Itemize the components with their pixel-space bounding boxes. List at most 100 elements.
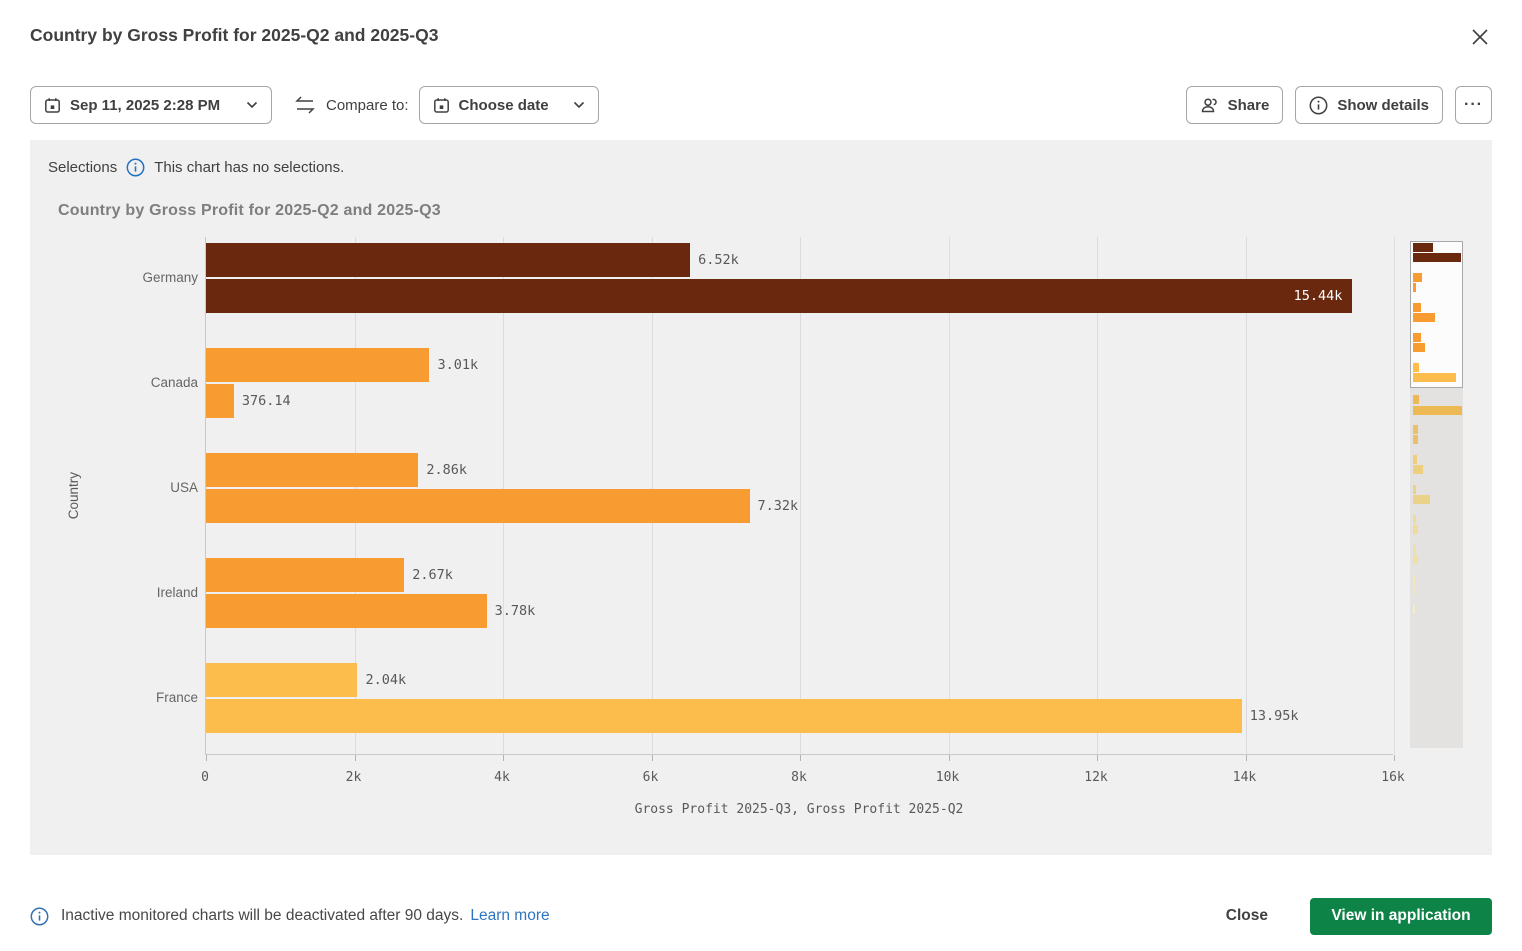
bar-usa-q3[interactable] xyxy=(206,453,419,487)
chart-title: Country by Gross Profit for 2025-Q2 and … xyxy=(58,202,441,219)
selections-message: This chart has no selections. xyxy=(154,158,345,176)
minimap-bar xyxy=(1413,363,1419,372)
x-axis-tick-labels: 0 2k 4k 6k 8k 10k 12k 14k 16k xyxy=(201,770,1405,788)
x-axis-tick xyxy=(800,755,801,761)
x-axis-tick-label: 4k xyxy=(494,770,510,785)
bar-value-label: 15.44k xyxy=(1293,288,1343,304)
dialog-footer: Inactive monitored charts will be deacti… xyxy=(30,897,1492,935)
minimap-bar xyxy=(1413,273,1422,282)
minimap-bar xyxy=(1413,485,1416,494)
more-options-button[interactable]: ··· xyxy=(1455,86,1492,124)
bar-france-q3[interactable] xyxy=(206,663,358,697)
footer-note: Inactive monitored charts will be deacti… xyxy=(61,907,464,924)
compare-date-label: Choose date xyxy=(458,96,549,114)
selections-label: Selections xyxy=(48,158,118,176)
category-label-france: France xyxy=(155,690,198,705)
minimap-bar xyxy=(1413,313,1435,322)
bar-france-q2[interactable] xyxy=(206,699,1242,733)
minimap-bar xyxy=(1413,495,1430,504)
minimap-bar xyxy=(1413,465,1423,474)
compare-to-label: Compare to: xyxy=(326,96,409,114)
bar-value-label: 6.52k xyxy=(698,252,739,268)
x-axis-tick xyxy=(206,755,207,761)
bar-germany-q2[interactable] xyxy=(206,279,1353,313)
gridline xyxy=(800,237,801,754)
minimap-bar xyxy=(1413,545,1416,554)
minimap-bar xyxy=(1413,395,1419,404)
bar-canada-q2[interactable] xyxy=(206,384,234,418)
x-axis-tick-label: 0 xyxy=(201,770,209,785)
show-details-label: Show details xyxy=(1337,96,1429,114)
bar-ireland-q2[interactable] xyxy=(206,594,487,628)
minimap-dimmed-area xyxy=(1410,388,1463,748)
chevron-down-icon xyxy=(573,101,585,109)
bar-value-label: 3.01k xyxy=(437,357,479,373)
bar-canada-q3[interactable] xyxy=(206,348,430,382)
date-picker-label: Sep 11, 2025 2:28 PM xyxy=(70,96,221,114)
category-label-canada: Canada xyxy=(150,375,198,390)
compare-date-button[interactable]: Choose date xyxy=(418,86,599,124)
x-axis-tick xyxy=(1097,755,1098,761)
x-axis-tick-label: 16k xyxy=(1381,770,1405,785)
selections-info-icon[interactable] xyxy=(126,158,145,177)
x-axis-tick xyxy=(503,755,504,761)
close-button[interactable]: Close xyxy=(1206,907,1288,925)
compare-arrows-icon xyxy=(293,94,317,116)
minimap-bar xyxy=(1413,455,1417,464)
minimap-bar xyxy=(1413,373,1456,382)
x-axis-tick-label: 2k xyxy=(345,770,362,785)
info-icon xyxy=(1309,96,1328,115)
x-axis-tick xyxy=(948,755,950,761)
date-picker-button[interactable]: Sep 11, 2025 2:28 PM xyxy=(30,86,272,124)
x-axis-tick-label: 12k xyxy=(1084,770,1108,785)
bar-germany-q3[interactable] xyxy=(206,243,691,277)
view-in-application-button[interactable]: View in application xyxy=(1310,897,1492,935)
minimap-bar xyxy=(1413,303,1421,312)
share-label: Share xyxy=(1227,96,1270,114)
minimap-bar xyxy=(1413,605,1415,614)
bar-value-label: 2.67k xyxy=(412,567,453,583)
bar-chart-plot: 6.52k 3.01k 2.86k 2.67k 2.04k 15.44k 376.14 7.3… xyxy=(205,237,1395,761)
y-axis-title: Country xyxy=(65,472,81,520)
x-axis-tick-label: 8k xyxy=(791,770,807,785)
footer-info-icon xyxy=(30,907,49,926)
category-label-ireland: Ireland xyxy=(156,585,198,600)
gridline xyxy=(1097,237,1098,754)
minimap-bar xyxy=(1413,253,1461,262)
minimap-bar xyxy=(1413,406,1462,415)
minimap-bar xyxy=(1413,575,1415,584)
dialog-title: Country by Gross Profit for 2025-Q2 and … xyxy=(30,25,439,45)
chevron-down-icon xyxy=(246,101,258,109)
minimap-bar xyxy=(1413,425,1418,434)
minimap-bar xyxy=(1413,243,1433,252)
bar-value-label: 13.95k xyxy=(1249,708,1299,724)
gridline xyxy=(1394,237,1395,754)
calendar-icon xyxy=(433,97,450,114)
share-button[interactable]: Share xyxy=(1185,86,1284,124)
chart-minimap[interactable] xyxy=(1410,241,1463,748)
x-axis-tick-label: 14k xyxy=(1232,770,1257,785)
minimap-bar xyxy=(1413,585,1415,594)
bar-value-label: 2.04k xyxy=(365,672,407,688)
y-axis-category-labels: Germany Canada USA Ireland France xyxy=(30,140,198,855)
bar-value-label: 376.14 xyxy=(241,393,291,409)
learn-more-link[interactable]: Learn more xyxy=(470,907,550,924)
gridline xyxy=(948,237,950,754)
bar-value-label: 7.32k xyxy=(757,498,799,514)
x-axis-title: Gross Profit 2025-Q3, Gross Profit 2025-… xyxy=(634,802,964,817)
minimap-bar xyxy=(1413,343,1425,352)
close-icon[interactable] xyxy=(1470,27,1490,47)
bar-usa-q2[interactable] xyxy=(206,489,750,523)
show-details-button[interactable]: Show details xyxy=(1295,86,1443,124)
bar-value-label: 3.78k xyxy=(494,603,536,619)
minimap-bar xyxy=(1413,283,1416,292)
chart-panel: Selections This chart has no selections.… xyxy=(30,140,1492,855)
share-users-icon xyxy=(1200,96,1219,114)
minimap-bar xyxy=(1413,515,1416,524)
x-axis-tick xyxy=(354,755,356,761)
category-label-usa: USA xyxy=(170,480,198,495)
bar-ireland-q3[interactable] xyxy=(206,558,405,592)
minimap-bar xyxy=(1413,555,1418,564)
x-axis-tick xyxy=(1394,755,1395,761)
bar-value-label: 2.86k xyxy=(426,462,467,478)
